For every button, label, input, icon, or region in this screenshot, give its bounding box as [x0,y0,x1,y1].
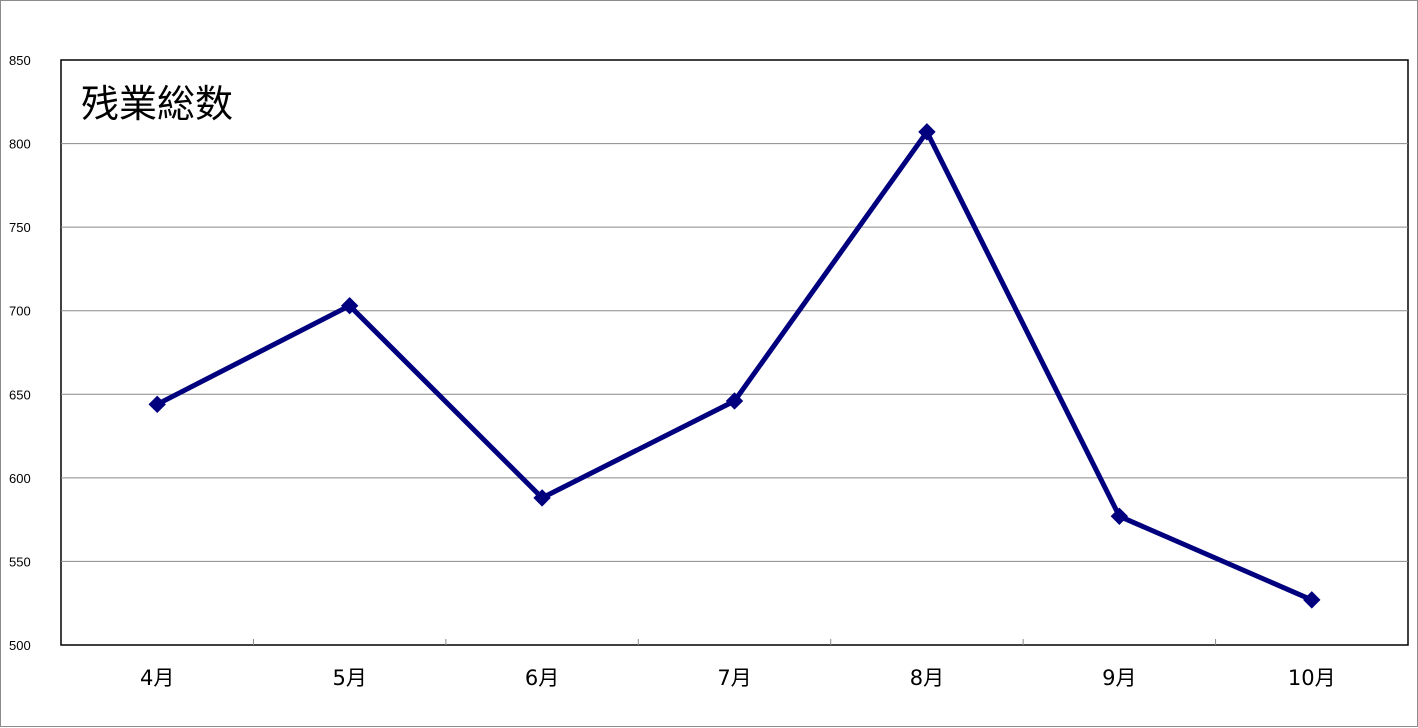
y-tick-label: 750 [9,220,31,235]
x-tick-label: 8月 [910,666,944,690]
x-tick-label: 9月 [1102,666,1136,690]
x-tick-label: 7月 [717,666,751,690]
y-axis: 500 550 600 650 700 750 800 850 [9,53,31,653]
y-tick-label: 650 [9,387,31,402]
plot-area [60,59,1409,646]
chart-title: 残業総数 [81,82,233,126]
x-tick-label: 6月 [525,666,559,690]
y-tick-label: 500 [9,638,31,653]
data-point-diamond [1303,591,1321,609]
data-point-diamond [340,296,359,315]
series [148,123,1321,609]
data-point-diamond [918,123,936,141]
y-tick-label: 850 [9,53,31,68]
data-point-diamond [1110,507,1129,526]
x-tick-label: 5月 [332,666,366,690]
x-tick-label: 10月 [1288,666,1336,690]
data-point-diamond [533,489,551,507]
data-point-diamond [148,395,166,414]
y-tick-label: 550 [9,554,31,569]
x-axis: 4月 5月 6月 7月 8月 9月 10月 [140,639,1336,690]
gridlines [61,143,1408,562]
y-tick-label: 700 [9,304,31,319]
x-tick-label: 4月 [140,666,174,690]
data-point-diamond [725,392,744,410]
y-tick-label: 800 [9,137,31,152]
y-tick-label: 600 [9,471,31,486]
